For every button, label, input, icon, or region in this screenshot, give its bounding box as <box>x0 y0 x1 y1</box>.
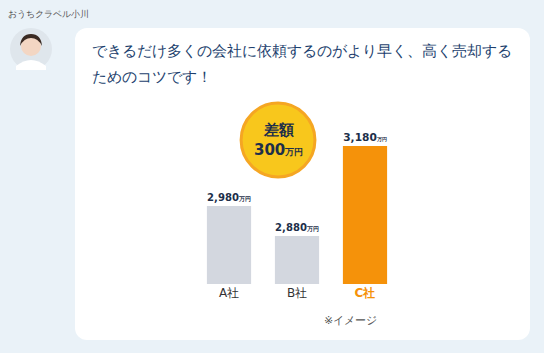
html-text:おうちクラベル小川: おうちクラベル小川 <box>8 9 89 19</box>
html-text:できるだけ多くの会社に依頼するのがより早く、高く売却するため: できるだけ多くの会社に依頼するのがより早く、高く売却するためのコツです！ <box>92 42 512 86</box>
svg-text:B社: B社 <box>287 286 307 300</box>
svg-text:A社: A社 <box>219 286 239 300</box>
svg-text:※イメージ: ※イメージ <box>324 314 377 327</box>
svg-text:差額300万円: 差額300万円 <box>254 121 303 159</box>
svg-text:2,880万円: 2,880万円 <box>275 222 319 233</box>
svg-text:C社: C社 <box>355 286 376 300</box>
svg-text:2,980万円: 2,980万円 <box>207 192 251 203</box>
svg-text:3,180万円: 3,180万円 <box>343 131 387 144</box>
